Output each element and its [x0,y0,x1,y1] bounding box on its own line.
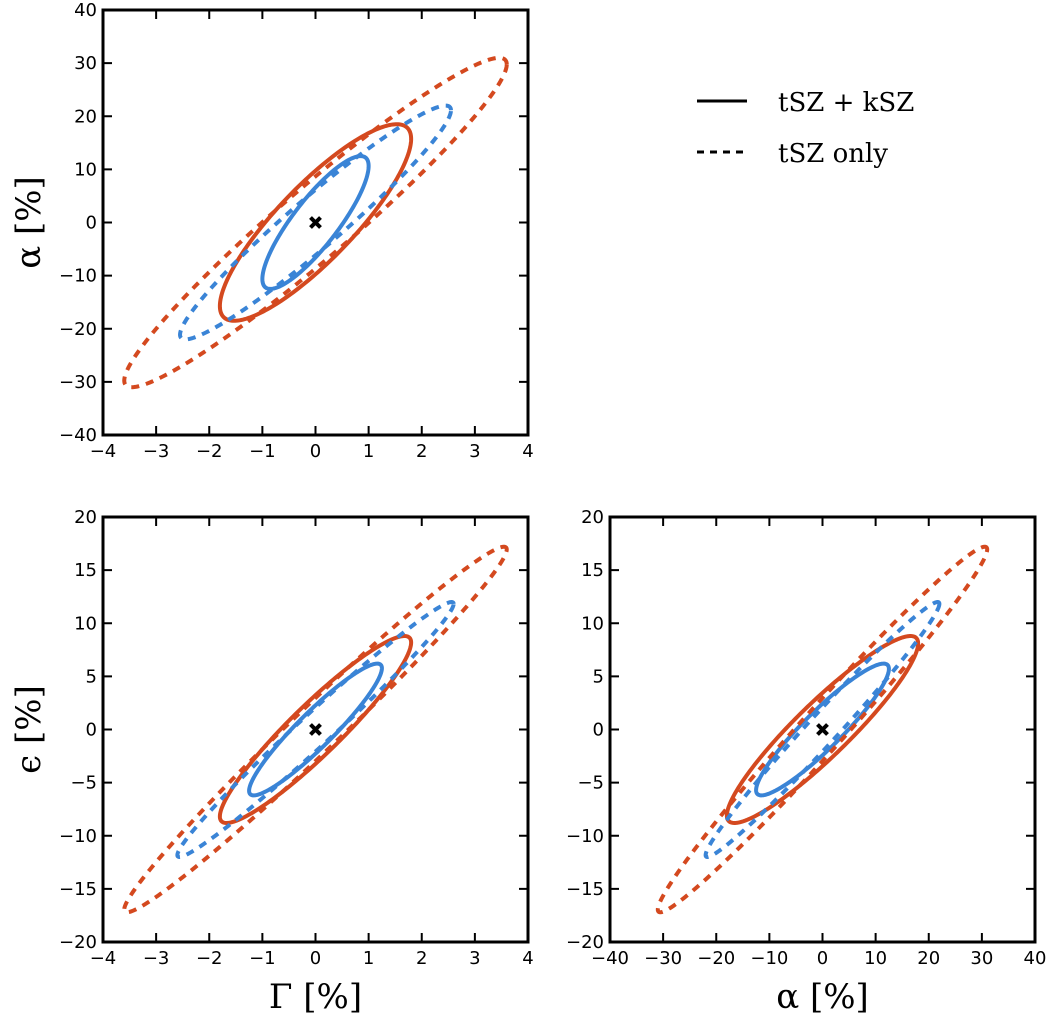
legend: tSZ + kSZ tSZ only [697,88,914,169]
fiducial-marker-gamma-epsilon [309,723,322,736]
ytick-label-gamma-alpha: −20 [59,319,97,340]
ytick-label-alpha-epsilon: 0 [593,720,604,741]
xtick-label-gamma-epsilon: 0 [310,948,321,969]
contour-alpha-epsilon-inner-solid [754,661,891,798]
ytick-label-gamma-epsilon: −20 [59,932,97,953]
legend-label-dashed: tSZ only [778,139,888,169]
ytick-label-gamma-epsilon: −10 [59,826,97,847]
contour-gamma-alpha-inner-solid [260,154,371,291]
xtick-label-gamma-epsilon: −4 [90,948,117,969]
xtick-label-gamma-epsilon: −3 [143,948,170,969]
contour-gamma-alpha-inner-dashed [178,103,453,342]
xtick-label-gamma-alpha: 4 [522,441,533,462]
ytick-label-gamma-alpha: 10 [74,159,97,180]
ytick-label-alpha-epsilon: 15 [581,560,604,581]
ytick-label-gamma-alpha: 0 [86,213,97,234]
contour-gamma-epsilon-outer-dashed [122,544,509,915]
panel-alpha-epsilon: −40 −30 −20 −10 0 10 20 30 40 −20 −15 −10 −5 0 5 10 15 20… [566,507,1046,1017]
xlabel-gamma-epsilon: Γ [%] [269,977,362,1017]
legend-label-solid: tSZ + kSZ [778,88,914,118]
xtick-label-alpha-epsilon: −40 [591,948,629,969]
ytick-label-gamma-epsilon: −15 [59,879,97,900]
xtick-label-alpha-epsilon: −10 [750,948,788,969]
ytick-label-alpha-epsilon: −20 [566,932,604,953]
ytick-label-gamma-epsilon: −5 [70,773,97,794]
xtick-label-gamma-epsilon: −1 [249,948,276,969]
ytick-label-alpha-epsilon: −15 [566,879,604,900]
ytick-label-gamma-alpha: 20 [74,106,97,127]
xtick-label-gamma-alpha: 3 [469,441,480,462]
xtick-label-gamma-alpha: 1 [363,441,374,462]
fiducial-marker-alpha-epsilon [816,723,829,736]
ytick-label-gamma-alpha: 30 [74,53,97,74]
ytick-label-gamma-epsilon: 5 [86,666,97,687]
xtick-label-alpha-epsilon: −20 [697,948,735,969]
contour-alpha-epsilon-outer-solid [724,633,921,826]
xtick-label-alpha-epsilon: 20 [917,948,940,969]
ytick-label-alpha-epsilon: −5 [577,773,604,794]
ytick-label-alpha-epsilon: 20 [581,507,604,528]
ylabel-gamma-alpha: α [%] [9,176,49,269]
xtick-label-gamma-alpha: −2 [196,441,223,462]
xtick-label-gamma-epsilon: 2 [416,948,427,969]
xtick-label-alpha-epsilon: −30 [644,948,682,969]
contour-alpha-epsilon-inner-dashed [703,600,942,859]
xlabel-alpha-epsilon: α [%] [776,977,869,1017]
ytick-label-gamma-alpha: −40 [59,425,97,446]
xtick-label-gamma-alpha: −1 [249,441,276,462]
ytick-label-gamma-alpha: −30 [59,372,97,393]
contour-gamma-epsilon-inner-dashed [175,600,456,859]
xtick-label-gamma-alpha: 2 [416,441,427,462]
xtick-label-alpha-epsilon: 30 [970,948,993,969]
contour-alpha-epsilon-outer-dashed [655,544,990,915]
xtick-label-gamma-alpha: −4 [90,441,117,462]
contour-gamma-alpha-outer-dashed [122,55,509,390]
xtick-label-alpha-epsilon: 40 [1024,948,1047,969]
fiducial-marker-gamma-alpha [309,216,322,229]
xtick-label-alpha-epsilon: 0 [817,948,828,969]
ytick-label-alpha-epsilon: 10 [581,613,604,634]
xtick-label-gamma-alpha: 0 [310,441,321,462]
ytick-label-gamma-epsilon: 15 [74,560,97,581]
ytick-label-alpha-epsilon: −10 [566,826,604,847]
ytick-label-gamma-epsilon: 10 [74,613,97,634]
ytick-label-alpha-epsilon: 5 [593,666,604,687]
ytick-label-gamma-alpha: −10 [59,266,97,287]
xtick-label-gamma-epsilon: 1 [363,948,374,969]
xtick-label-gamma-epsilon: 3 [469,948,480,969]
ytick-label-gamma-epsilon: 0 [86,720,97,741]
ylabel-gamma-epsilon: ϵ [%] [9,685,49,774]
xtick-label-gamma-epsilon: 4 [522,948,533,969]
xtick-label-gamma-alpha: −3 [143,441,170,462]
ytick-label-gamma-epsilon: 20 [74,507,97,528]
xtick-label-alpha-epsilon: 10 [864,948,887,969]
ytick-label-gamma-alpha: 40 [74,0,97,21]
xtick-label-gamma-epsilon: −2 [196,948,223,969]
